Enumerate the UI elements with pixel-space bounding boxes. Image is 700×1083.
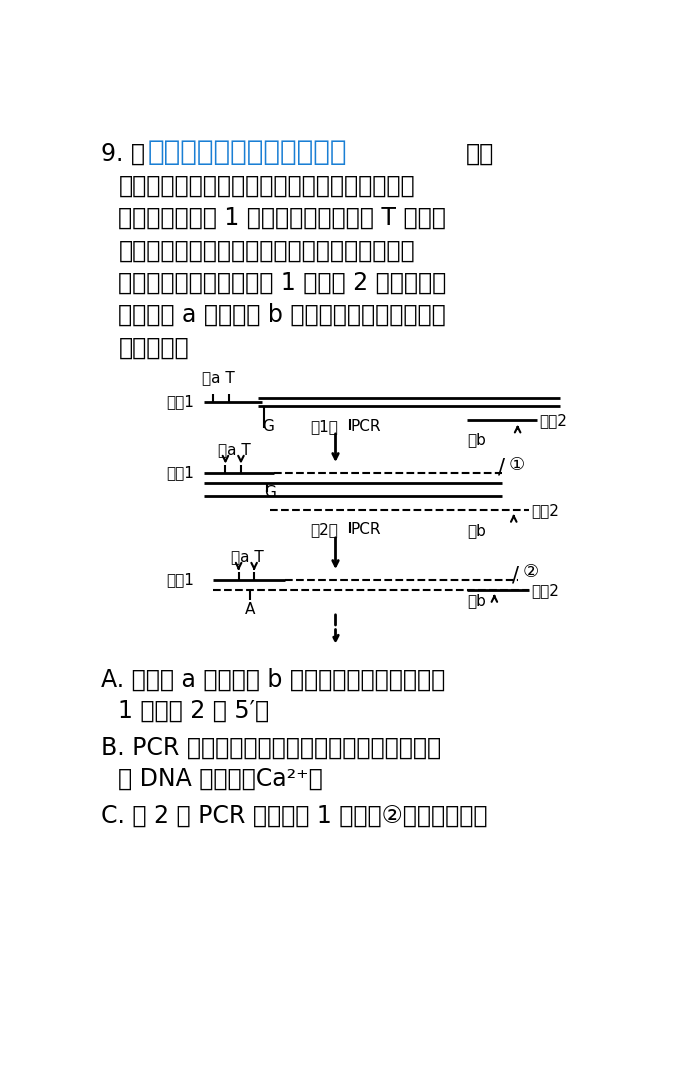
Text: 第1轮: 第1轮 bbox=[310, 419, 338, 433]
Text: C. 第 2 轮 PCR 中，引物 1 与图中②结合并形成两: C. 第 2 轮 PCR 中，引物 1 与图中②结合并形成两 bbox=[102, 804, 488, 827]
Text: 9. 通: 9. 通 bbox=[102, 142, 146, 166]
Text: 酶a T: 酶a T bbox=[231, 549, 264, 564]
Text: 的 DNA 聚合酶、Ca²⁺等: 的 DNA 聚合酶、Ca²⁺等 bbox=[118, 767, 323, 791]
Text: A: A bbox=[245, 602, 255, 617]
Text: 引物2: 引物2 bbox=[531, 583, 559, 598]
Text: 酶b: 酶b bbox=[468, 523, 486, 538]
Text: /: / bbox=[512, 565, 519, 585]
Text: 引物1: 引物1 bbox=[167, 394, 195, 409]
Text: 体配对，反应体系中引物 1 和引物 2 分别设计增: 体配对，反应体系中引物 1 和引物 2 分别设计增 bbox=[118, 271, 447, 295]
Text: 述正确的是: 述正确的是 bbox=[118, 336, 189, 360]
Text: G: G bbox=[262, 419, 274, 433]
Text: 过程，其中引物 1 序列中含有一个碘基 T 不能与: 过程，其中引物 1 序列中含有一个碘基 T 不能与 bbox=[118, 206, 447, 231]
Text: 微信公众号关注：趣找答案: 微信公众号关注：趣找答案 bbox=[148, 138, 347, 166]
Text: B. PCR 反应体系中需要加入脱氧核苷酸、耐高温: B. PCR 反应体系中需要加入脱氧核苷酸、耐高温 bbox=[102, 736, 442, 760]
Text: 引物1: 引物1 bbox=[167, 572, 195, 587]
Text: ②: ② bbox=[523, 563, 539, 580]
Text: 引物2: 引物2 bbox=[539, 413, 567, 428]
Text: G: G bbox=[264, 485, 276, 500]
Text: PCR: PCR bbox=[351, 419, 382, 433]
Text: A. 限制酶 a 和限制酶 b 的识别位点分别加在引物: A. 限制酶 a 和限制酶 b 的识别位点分别加在引物 bbox=[102, 668, 446, 692]
Text: PCR: PCR bbox=[351, 522, 382, 537]
Text: 加限制酶 a 和限制酶 b 的识别位点。下列有关叙: 加限制酶 a 和限制酶 b 的识别位点。下列有关叙 bbox=[118, 303, 447, 327]
Text: 酶a T: 酶a T bbox=[218, 442, 251, 457]
Text: ①: ① bbox=[508, 456, 524, 474]
Text: 的定点诱变，如图为基因工程中获取突变基因的: 的定点诱变，如图为基因工程中获取突变基因的 bbox=[118, 174, 415, 198]
Text: 引物2: 引物2 bbox=[531, 503, 559, 518]
Text: 引物1: 引物1 bbox=[167, 465, 195, 480]
Text: 基因: 基因 bbox=[466, 142, 494, 166]
Text: 酶b: 酶b bbox=[468, 432, 486, 447]
Text: 第2轮: 第2轮 bbox=[310, 522, 338, 537]
Text: 酶a T: 酶a T bbox=[202, 369, 235, 384]
Text: 酶b: 酶b bbox=[468, 592, 486, 608]
Text: /: / bbox=[498, 458, 505, 478]
Text: 目的基因片段配对，但不影响引物与模板链的整: 目的基因片段配对，但不影响引物与模板链的整 bbox=[118, 238, 415, 262]
Text: 1 和引物 2 的 5′端: 1 和引物 2 的 5′端 bbox=[118, 699, 270, 723]
